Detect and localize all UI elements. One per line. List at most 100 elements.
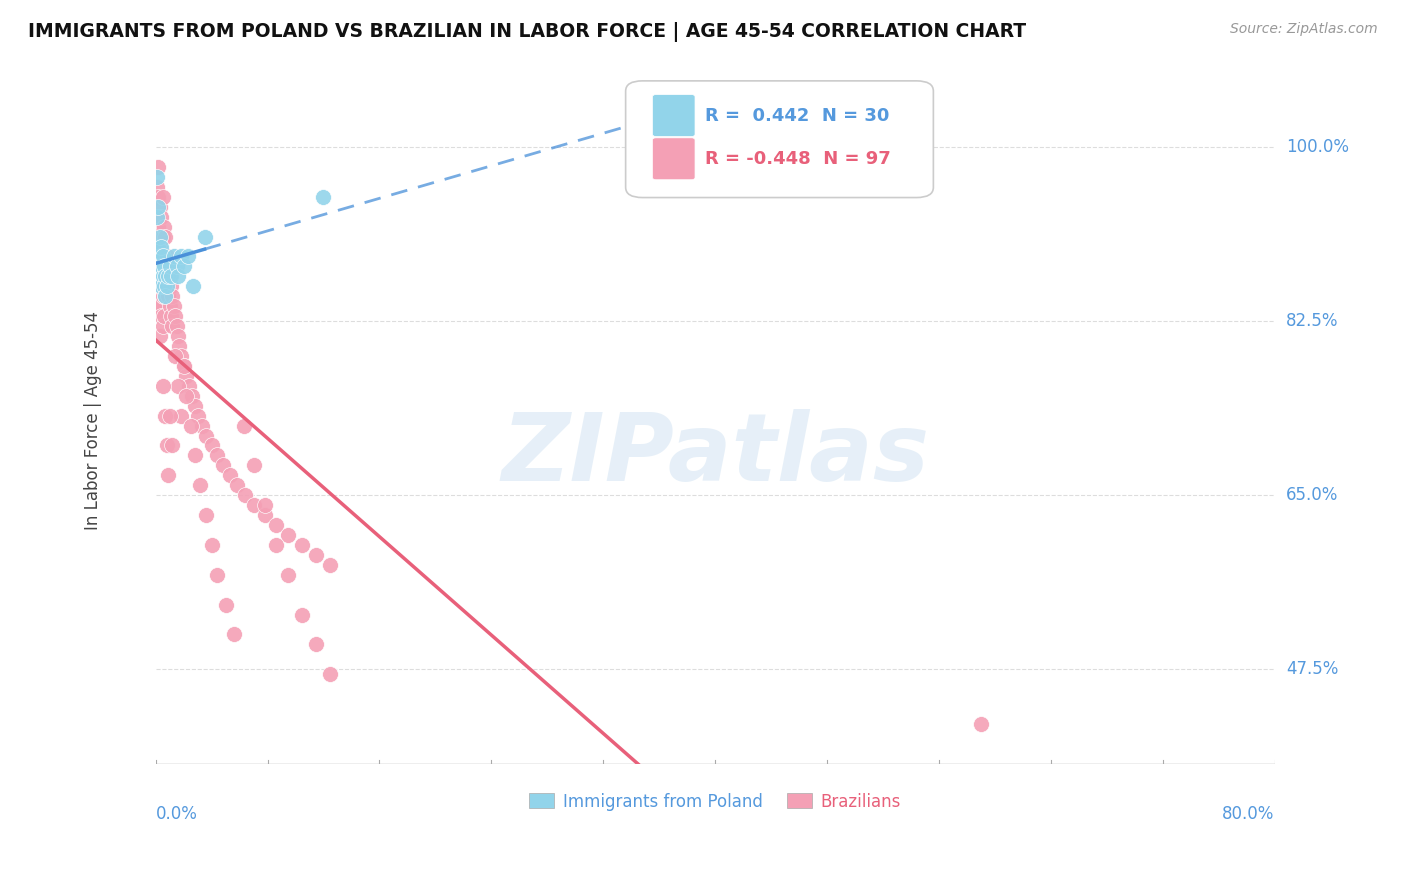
Point [152, 269, 174, 284]
Point [242, 458, 264, 473]
Point [148, 190, 170, 204]
Point [170, 349, 193, 363]
Point [155, 269, 177, 284]
Point [152, 250, 174, 264]
Text: R = -0.448  N = 97: R = -0.448 N = 97 [704, 150, 891, 168]
Point [970, 717, 993, 731]
Text: IMMIGRANTS FROM POLAND VS BRAZILIAN IN LABOR FORCE | AGE 45-54 CORRELATION CHART: IMMIGRANTS FROM POLAND VS BRAZILIAN IN L… [28, 22, 1026, 42]
Point [305, 637, 328, 651]
Point [148, 200, 170, 214]
Point [277, 528, 299, 542]
Point [153, 309, 176, 323]
Point [232, 418, 254, 433]
Point [153, 279, 176, 293]
Text: 0.0%: 0.0% [156, 805, 197, 823]
Text: Source: ZipAtlas.com: Source: ZipAtlas.com [1230, 22, 1378, 37]
Point [146, 210, 169, 224]
Point [156, 250, 179, 264]
Point [148, 260, 170, 274]
Point [148, 260, 170, 274]
Point [152, 260, 174, 274]
Point [150, 279, 173, 293]
Point [170, 409, 193, 423]
Point [150, 309, 173, 323]
Point [160, 309, 183, 323]
Point [253, 498, 276, 512]
Point [149, 269, 172, 284]
Text: 100.0%: 100.0% [1286, 138, 1348, 156]
Point [153, 279, 176, 293]
Point [167, 379, 190, 393]
Point [184, 399, 207, 413]
Point [156, 279, 179, 293]
Text: R =  0.442  N = 30: R = 0.442 N = 30 [704, 106, 890, 125]
Point [155, 289, 177, 303]
Point [150, 210, 173, 224]
Point [157, 260, 180, 274]
Point [149, 299, 172, 313]
Point [264, 518, 287, 533]
Point [194, 428, 217, 442]
Point [187, 409, 209, 423]
Point [162, 438, 184, 452]
Text: In Labor Force | Age 45-54: In Labor Force | Age 45-54 [84, 311, 101, 530]
Point [194, 508, 217, 522]
Point [181, 389, 204, 403]
Text: 80.0%: 80.0% [1222, 805, 1275, 823]
Point [173, 359, 195, 373]
Point [153, 250, 176, 264]
Point [150, 260, 173, 274]
Point [190, 478, 212, 492]
Point [162, 319, 184, 334]
Point [149, 250, 172, 264]
Point [291, 538, 314, 552]
Point [242, 498, 264, 512]
Point [148, 299, 170, 313]
Point [166, 260, 188, 274]
Point [264, 538, 287, 552]
Point [176, 389, 198, 403]
Point [173, 260, 195, 274]
Point [160, 279, 183, 293]
Point [149, 229, 172, 244]
Point [149, 269, 172, 284]
Point [148, 160, 170, 174]
Point [205, 567, 228, 582]
Point [146, 169, 169, 184]
Point [156, 438, 179, 452]
Point [152, 319, 174, 334]
Point [167, 269, 190, 284]
Point [169, 339, 191, 353]
Point [152, 379, 174, 393]
Text: 65.0%: 65.0% [1286, 486, 1339, 504]
Legend: Immigrants from Poland, Brazilians: Immigrants from Poland, Brazilians [523, 786, 908, 817]
Point [160, 269, 183, 284]
Point [149, 200, 172, 214]
Point [177, 250, 200, 264]
Point [225, 478, 247, 492]
Point [149, 239, 172, 253]
Point [291, 607, 314, 622]
Point [165, 349, 187, 363]
Point [159, 260, 181, 274]
Point [165, 309, 187, 323]
FancyBboxPatch shape [652, 138, 695, 179]
Point [173, 359, 195, 373]
Point [180, 418, 202, 433]
Point [183, 279, 205, 293]
FancyBboxPatch shape [652, 95, 695, 136]
Text: 82.5%: 82.5% [1286, 312, 1339, 330]
Point [222, 627, 245, 641]
Point [155, 289, 177, 303]
Point [157, 289, 180, 303]
Point [214, 598, 236, 612]
Point [146, 179, 169, 194]
Point [319, 558, 342, 572]
FancyBboxPatch shape [626, 81, 934, 197]
Point [184, 449, 207, 463]
Point [176, 368, 198, 383]
Point [163, 299, 186, 313]
Point [233, 488, 256, 502]
Point [167, 329, 190, 343]
Point [166, 319, 188, 334]
